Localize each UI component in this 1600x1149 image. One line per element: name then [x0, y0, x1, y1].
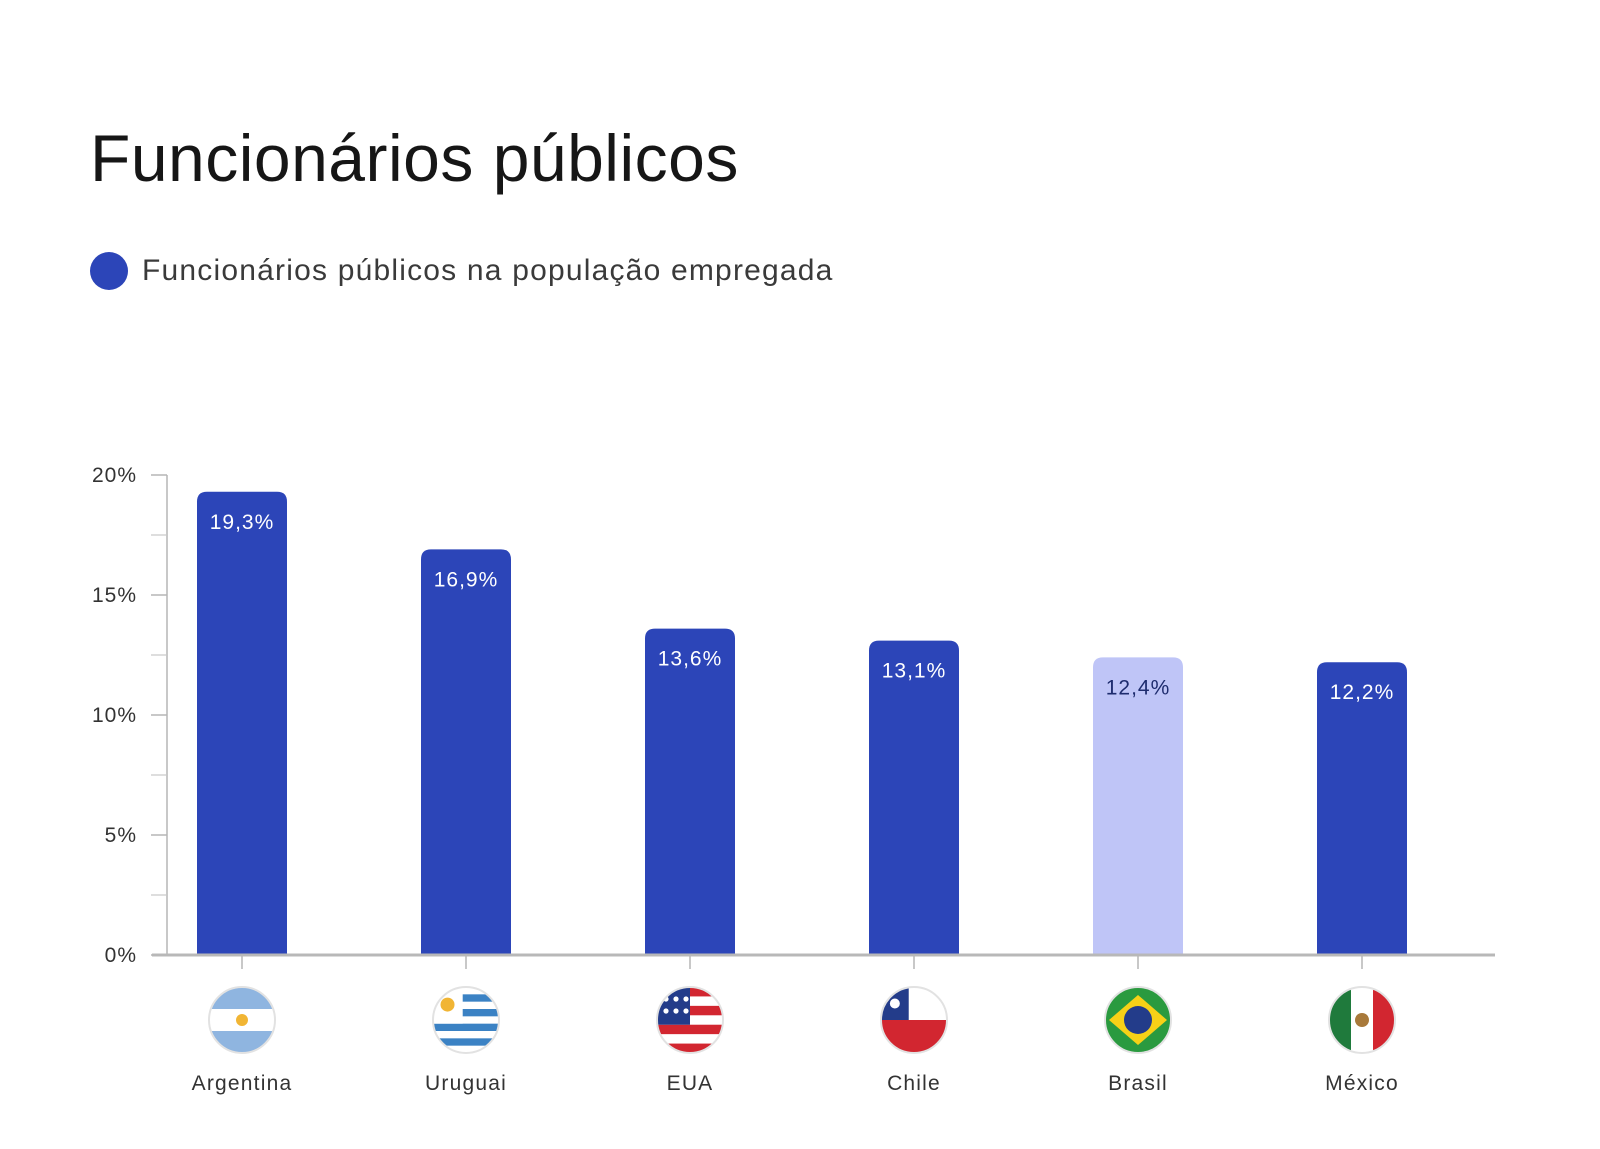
- bar: [197, 491, 287, 955]
- legend-label: Funcionários públicos na população empre…: [142, 254, 834, 287]
- y-tick-label: 10%: [92, 704, 137, 727]
- bar-value-label: 12,2%: [1330, 681, 1395, 704]
- category-label: Brasil: [1108, 1072, 1168, 1095]
- chart-title: Funcionários públicos: [90, 121, 739, 195]
- bar-value-label: 13,6%: [658, 648, 723, 671]
- flag-usa-icon: [656, 986, 724, 1054]
- bar-value-label: 16,9%: [434, 568, 499, 591]
- bar: [869, 640, 959, 955]
- flag-uruguay-icon: [432, 986, 500, 1054]
- category-label: México: [1325, 1072, 1399, 1095]
- bar: [1093, 657, 1183, 955]
- flag-chile-icon: [880, 986, 948, 1054]
- flag-mexico-icon: [1328, 986, 1396, 1054]
- legend: Funcionários públicos na população empre…: [90, 252, 834, 290]
- flag-brazil-icon: [1104, 986, 1172, 1054]
- y-tick-label: 20%: [92, 464, 137, 487]
- bar: [645, 628, 735, 955]
- bar-value-label: 12,4%: [1106, 676, 1171, 699]
- y-tick-label: 0%: [105, 944, 137, 967]
- category-label: Argentina: [192, 1072, 293, 1095]
- y-tick-label: 15%: [92, 584, 137, 607]
- y-tick-label: 5%: [105, 824, 137, 847]
- category-label: Chile: [887, 1072, 941, 1095]
- bar-value-label: 13,1%: [882, 660, 947, 683]
- flag-argentina-icon: [208, 986, 276, 1054]
- legend-swatch: [90, 252, 128, 290]
- category-label: EUA: [667, 1072, 714, 1095]
- category-label: Uruguai: [425, 1072, 507, 1095]
- bar: [1317, 662, 1407, 955]
- bar-value-label: 19,3%: [210, 511, 275, 534]
- bar: [421, 549, 511, 955]
